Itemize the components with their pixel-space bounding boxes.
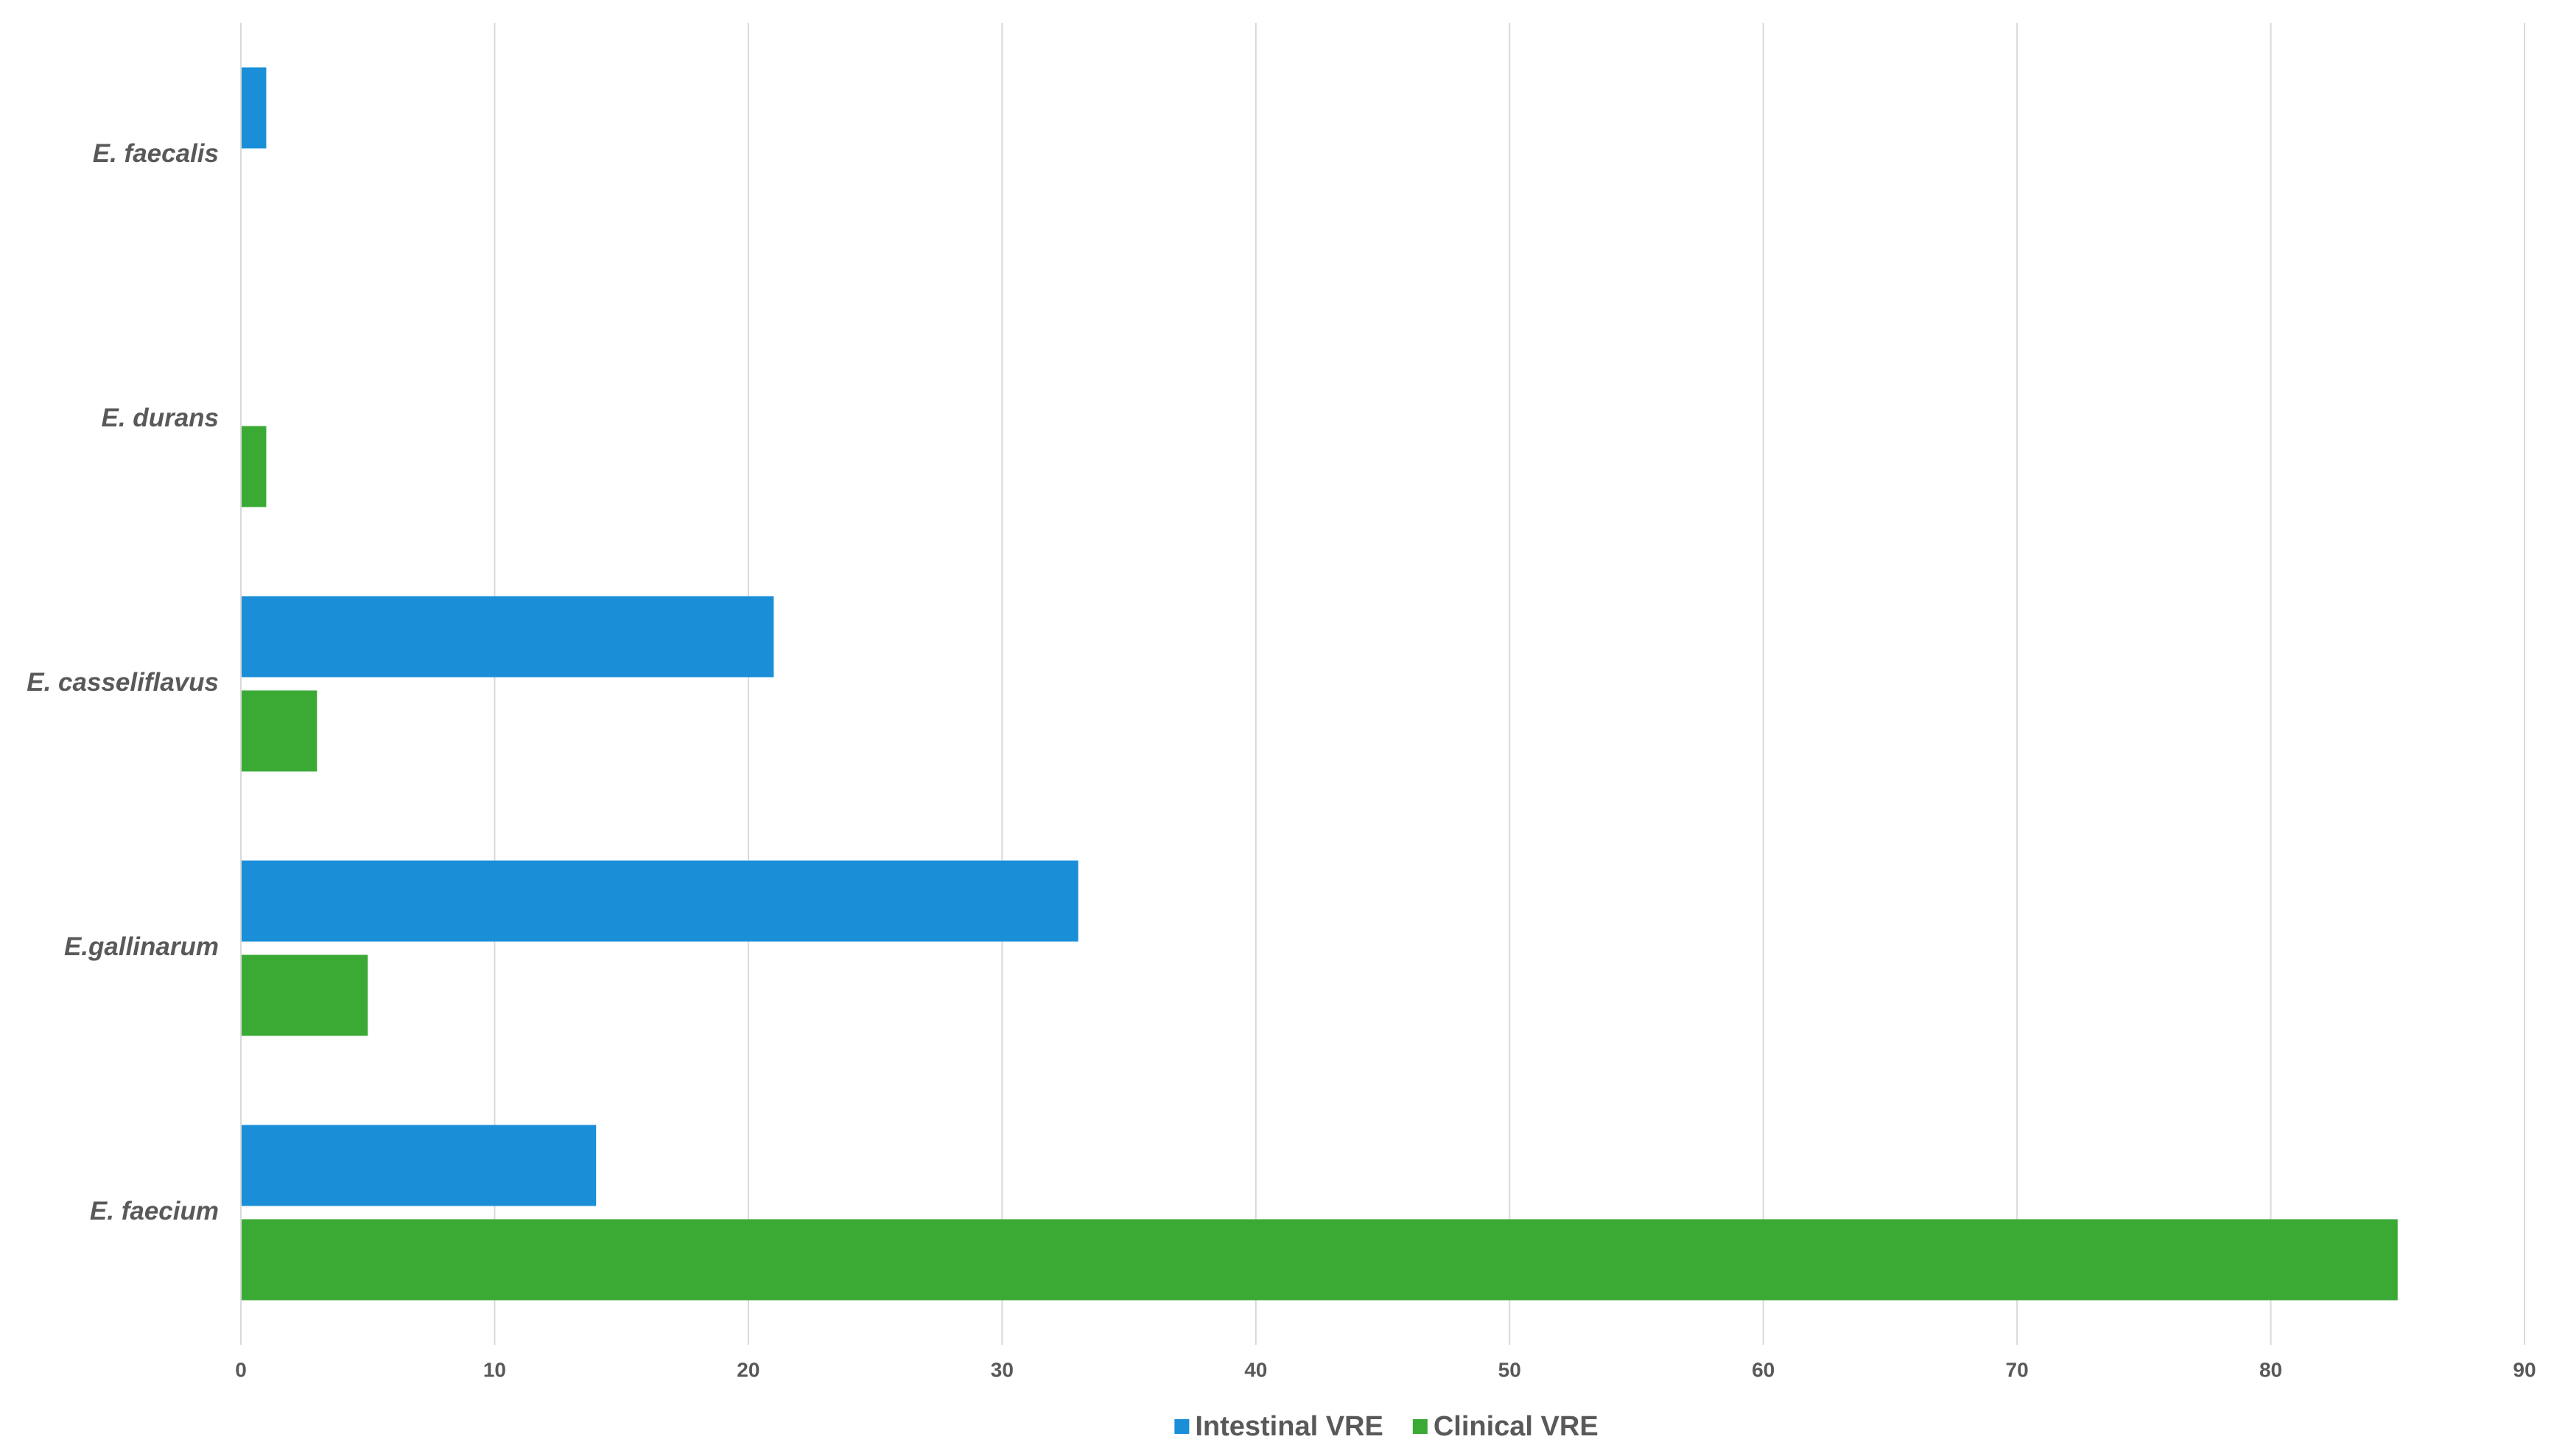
bar (241, 860, 1078, 942)
legend-label: Clinical VRE (1434, 1411, 1599, 1442)
x-tick-label: 30 (991, 1358, 1014, 1381)
x-tick-label: 80 (2259, 1358, 2282, 1381)
y-tick-label: E.gallinarum (64, 932, 219, 961)
x-tick-label: 60 (1752, 1358, 1775, 1381)
bar (241, 67, 267, 149)
bar (241, 954, 368, 1036)
bar (241, 1125, 597, 1206)
y-tick-label: E. faecium (90, 1197, 219, 1225)
x-tick-label: 40 (1244, 1358, 1267, 1381)
x-tick-label: 50 (1498, 1358, 1521, 1381)
x-tick-label: 20 (737, 1358, 759, 1381)
bar (241, 1219, 2398, 1301)
legend-swatch (1412, 1419, 1428, 1434)
x-tick-label: 90 (2513, 1358, 2536, 1381)
y-tick-label: E. casseliflavus (27, 668, 219, 697)
legend-label: Intestinal VRE (1195, 1411, 1383, 1442)
bar (241, 596, 774, 678)
y-tick-label: E. faecalis (93, 139, 219, 168)
legend-swatch (1174, 1419, 1190, 1434)
bar (241, 690, 318, 772)
bar (241, 426, 267, 507)
x-tick-label: 10 (483, 1358, 506, 1381)
x-tick-label: 0 (235, 1358, 247, 1381)
x-tick-label: 70 (2006, 1358, 2029, 1381)
y-tick-label: E. durans (102, 404, 219, 432)
